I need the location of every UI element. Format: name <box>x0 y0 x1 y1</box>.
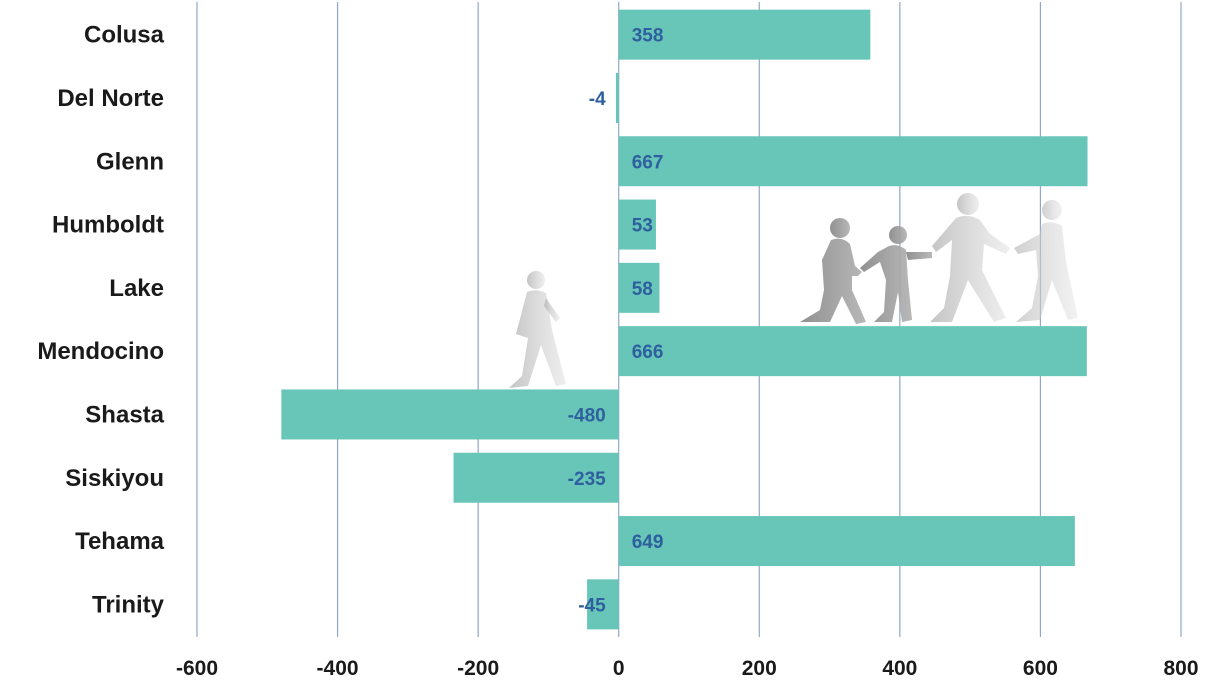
bar-trinity <box>587 579 619 630</box>
category-label: Mendocino <box>37 338 164 365</box>
category-label: Trinity <box>92 591 165 618</box>
bar-tehama <box>618 516 1075 567</box>
category-labels: Colusa Del Norte Glenn Humboldt Lake Mendocin… <box>37 22 164 619</box>
bar-mendocino <box>618 326 1087 377</box>
data-label: -480 <box>568 405 606 426</box>
bar-del-norte <box>615 72 619 123</box>
x-tick-label: -200 <box>457 657 499 680</box>
bar-lake <box>618 262 660 313</box>
family-walking-figures <box>800 193 1078 324</box>
bar-colusa <box>618 9 871 60</box>
category-label: Colusa <box>84 22 165 49</box>
grid-lines <box>196 2 1182 637</box>
category-label: Lake <box>109 275 164 302</box>
x-tick-label: -400 <box>317 657 359 680</box>
bar-siskiyou <box>453 452 619 503</box>
data-label: 358 <box>632 26 664 47</box>
category-label: Humboldt <box>52 212 164 239</box>
data-label: 667 <box>632 152 664 173</box>
category-label: Shasta <box>85 401 164 428</box>
category-label: Glenn <box>96 148 164 175</box>
data-label: 666 <box>632 342 664 363</box>
bar-glenn <box>618 136 1088 187</box>
x-axis-tick-labels: -600 -400 -200 0 200 400 600 800 <box>176 657 1199 680</box>
bar-shasta <box>281 389 619 440</box>
bars <box>281 9 1088 630</box>
x-tick-label: 0 <box>613 657 625 680</box>
x-tick-label: 400 <box>882 657 917 680</box>
x-tick-label: 800 <box>1163 657 1198 680</box>
category-label: Del Norte <box>57 85 164 112</box>
data-label: -235 <box>568 469 606 490</box>
bar-humboldt <box>618 199 656 250</box>
data-label: 53 <box>632 216 653 237</box>
data-label: 58 <box>632 279 653 300</box>
category-label: Tehama <box>75 528 165 555</box>
data-labels: 358 -4 667 53 58 666 -480 -235 649 -45 <box>568 26 664 617</box>
x-tick-label: -600 <box>176 657 218 680</box>
category-label: Siskiyou <box>65 465 164 492</box>
data-label: -4 <box>589 89 606 110</box>
data-label: -45 <box>578 595 606 616</box>
x-tick-label: 600 <box>1023 657 1058 680</box>
x-tick-label: 200 <box>742 657 777 680</box>
data-label: 649 <box>632 532 664 553</box>
walking-person-figure <box>509 271 566 388</box>
walking-people-silhouettes <box>509 193 1078 388</box>
